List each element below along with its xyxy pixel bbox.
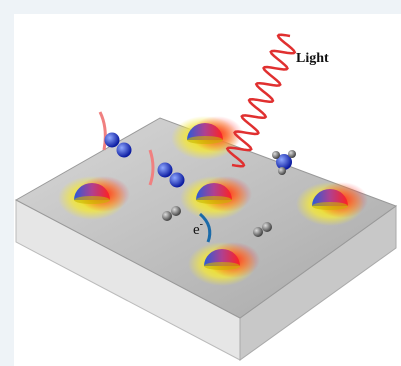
light-label: Light — [296, 51, 329, 66]
illustration: Light e- — [0, 0, 401, 366]
electron-charge: - — [200, 219, 203, 230]
